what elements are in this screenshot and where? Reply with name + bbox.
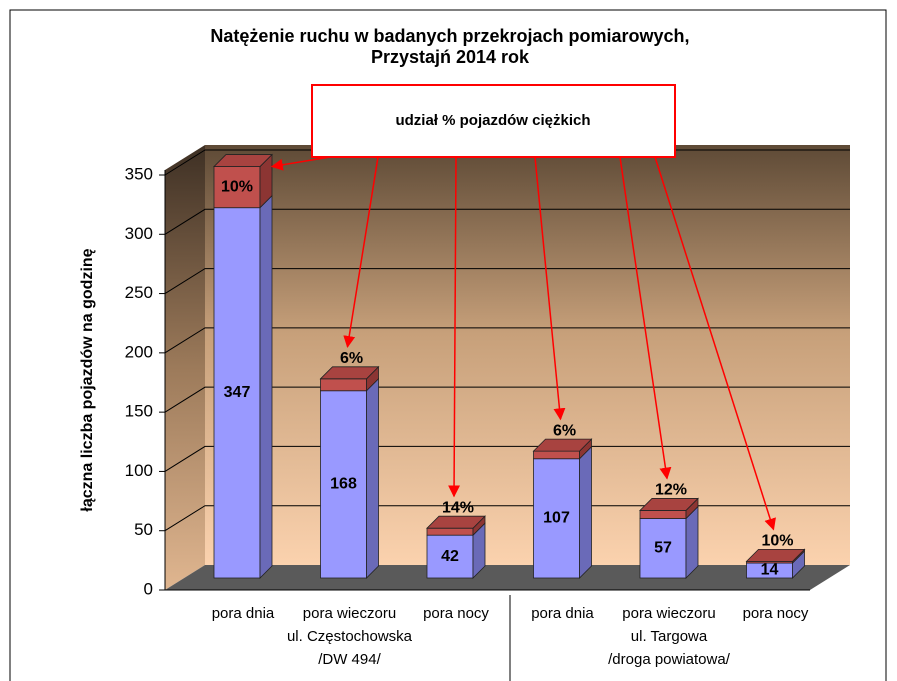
bar-heavy bbox=[533, 450, 580, 460]
grid-line bbox=[164, 505, 850, 532]
chart-title: Natężenie ruchu w badanych przekrojach p… bbox=[210, 26, 689, 46]
value-label: 57 bbox=[654, 539, 672, 556]
x-tick-label: pora nocy bbox=[743, 605, 809, 622]
share-label: 10% bbox=[221, 178, 253, 195]
bar-light bbox=[533, 458, 580, 579]
bar-top bbox=[532, 438, 593, 452]
bar-heavy bbox=[213, 166, 261, 209]
group-label: ul. Częstochowska bbox=[287, 628, 413, 645]
bar-top bbox=[426, 515, 486, 529]
group-label: /droga powiatowa/ bbox=[608, 651, 731, 668]
grid-line bbox=[164, 268, 850, 294]
share-label: 10% bbox=[761, 533, 793, 550]
value-label: 42 bbox=[441, 548, 459, 565]
value-label: 14 bbox=[761, 562, 779, 579]
x-tick-label: pora wieczoru bbox=[622, 605, 715, 622]
bar-light-side bbox=[366, 377, 379, 579]
y-tick-label: 350 bbox=[125, 164, 153, 183]
grid-line bbox=[164, 386, 850, 413]
callout-arrow bbox=[448, 156, 461, 498]
x-tick-label: pora wieczoru bbox=[303, 605, 396, 622]
callout-box bbox=[311, 84, 676, 158]
bar-heavy bbox=[639, 510, 687, 519]
y-tick-label: 100 bbox=[125, 461, 153, 480]
y-tick-label: 250 bbox=[125, 283, 153, 302]
callout-arrow bbox=[270, 156, 331, 171]
grid-line bbox=[164, 445, 850, 472]
callout-arrow bbox=[343, 156, 379, 348]
grid-line bbox=[164, 327, 850, 354]
back-wall bbox=[205, 145, 850, 565]
bar-heavy bbox=[426, 527, 474, 536]
plot-area bbox=[159, 145, 850, 591]
share-label: 12% bbox=[655, 482, 687, 499]
group-label: /DW 494/ bbox=[318, 651, 381, 668]
bar-top bbox=[319, 366, 380, 380]
value-label: 107 bbox=[543, 510, 570, 527]
grid-line bbox=[164, 208, 850, 235]
y-tick-label: 50 bbox=[134, 520, 153, 539]
y-axis-label: łączna liczba pojazdów na godzinę bbox=[79, 248, 96, 511]
value-label: 168 bbox=[330, 476, 357, 493]
y-tick-label: 0 bbox=[144, 579, 153, 598]
group-label: ul. Targowa bbox=[631, 628, 708, 645]
y-tick-label: 300 bbox=[125, 224, 153, 243]
y-tick-label: 150 bbox=[125, 402, 153, 421]
chart-title: Przystajń 2014 rok bbox=[371, 47, 530, 67]
share-label: 6% bbox=[553, 422, 576, 439]
callout-arrow bbox=[534, 156, 566, 421]
bar-top bbox=[745, 549, 806, 562]
bar-top bbox=[213, 154, 273, 167]
bar-top bbox=[639, 498, 699, 511]
bar-light-side bbox=[259, 194, 273, 579]
share-label: 6% bbox=[340, 350, 363, 367]
callout-arrow bbox=[619, 156, 672, 480]
bar-heavy bbox=[320, 378, 367, 392]
frame bbox=[9, 9, 887, 681]
bar-light bbox=[639, 518, 687, 579]
bar-light bbox=[320, 390, 367, 579]
side-wall bbox=[165, 145, 205, 590]
bar-light bbox=[426, 534, 474, 579]
y-tick-label: 200 bbox=[125, 342, 153, 361]
bar-light-side bbox=[579, 445, 592, 579]
x-tick-label: pora nocy bbox=[423, 605, 489, 622]
value-label: 347 bbox=[224, 384, 251, 401]
bar-light bbox=[213, 207, 261, 579]
x-tick-label: pora dnia bbox=[212, 605, 275, 622]
share-label: 14% bbox=[442, 499, 474, 516]
x-tick-label: pora dnia bbox=[531, 605, 594, 622]
callout-arrow bbox=[654, 156, 776, 531]
callout-text: udział % pojazdów ciężkich bbox=[395, 112, 590, 129]
